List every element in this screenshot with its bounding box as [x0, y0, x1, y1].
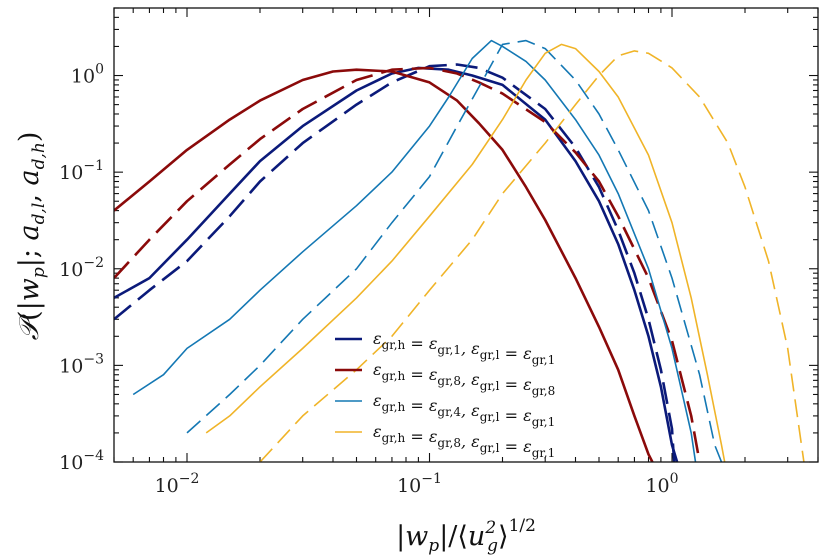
y-tick-label: 10−1 [59, 158, 104, 184]
axis-ticks [113, 7, 819, 463]
x-axis-label: |wp|/⟨u2 g⟩1/2 [396, 516, 536, 556]
x-tick-label: 10−1 [397, 471, 442, 497]
y-tick-label: 10−3 [59, 351, 104, 377]
x-tick-label: 100 [645, 471, 678, 497]
legend-entry: εgr,h = εgr,4, εgr,l = εgr,1 [373, 391, 555, 429]
series-line-1 [114, 63, 676, 462]
series-line-7 [259, 50, 805, 462]
series-layer [114, 39, 805, 462]
series-line-6 [205, 43, 726, 462]
y-tick-label: 10−2 [59, 255, 104, 281]
series-line-4 [132, 39, 697, 462]
series-line-0 [114, 66, 679, 462]
tick-labels: 10−2 10−1 100 10−4 10−3 10−2 10−1 100 [59, 62, 678, 497]
y-axis-label: 𝒫(|wp|; ad,l, ad,h) [14, 132, 49, 341]
x-tick-label: 10−2 [155, 471, 200, 497]
y-tick-label: 100 [71, 62, 104, 88]
series-line-2 [114, 68, 654, 462]
y-tick-label: 10−4 [59, 448, 104, 474]
legend-entry: εgr,h = εgr,8, εgr,l = εgr,1 [373, 422, 555, 460]
series-line-3 [114, 66, 701, 462]
legend-entry: εgr,h = εgr,8, εgr,l = εgr,8 [373, 360, 555, 398]
legend-entry: εgr,h = εgr,1, εgr,l = εgr,1 [373, 329, 555, 367]
plot-frame [113, 7, 819, 463]
